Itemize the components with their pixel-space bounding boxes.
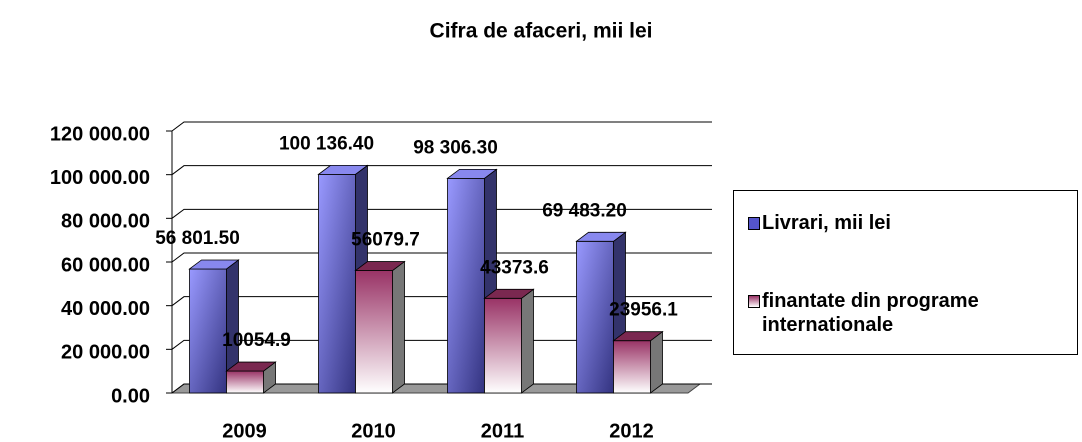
legend: Livrari, mii lei finantate din programe i… (733, 190, 1078, 355)
bar (354, 260, 406, 394)
bar-top (446, 168, 498, 179)
y-tick-label: 0.00 (111, 385, 150, 407)
x-tick-label: 2010 (351, 420, 396, 442)
bar (612, 330, 664, 394)
bar-top (354, 261, 406, 271)
y-tick-label: 20 000.00 (61, 342, 150, 364)
legend-label: finantate din programe internationale (762, 290, 979, 336)
bar (225, 361, 277, 394)
x-tick-label: 2012 (609, 420, 654, 442)
bar (188, 259, 240, 394)
grid-line (171, 165, 712, 176)
bar-top (612, 331, 664, 342)
legend-entry: Livrari, mii lei (748, 211, 1062, 235)
bar-front (613, 340, 651, 394)
bar-side (521, 288, 534, 394)
bar-front (576, 240, 614, 394)
bar-front (189, 268, 227, 394)
grid-line (171, 208, 712, 219)
data-label: 56 801.50 (155, 228, 240, 249)
bar-side (392, 260, 405, 394)
bar-top (575, 231, 627, 242)
legend-entry: finantate din programe internationale (748, 289, 1062, 337)
y-tick-label: 100 000.00 (50, 167, 150, 189)
data-label: 98 306.30 (413, 137, 498, 158)
grid-line (171, 121, 712, 132)
bar-side (650, 330, 663, 394)
y-tick-label: 80 000.00 (61, 211, 150, 233)
bar-front (318, 173, 356, 394)
chart-title: Cifra de afaceri, mii lei (430, 20, 653, 43)
bar-front (355, 270, 393, 394)
legend-label: Livrari, mii lei (762, 212, 891, 234)
data-label: 23956.1 (609, 300, 678, 321)
x-tick-label: 2011 (481, 420, 524, 442)
grid-line (171, 296, 712, 307)
y-tick-label: 120 000.00 (50, 123, 150, 145)
grid-line (171, 339, 712, 350)
data-label: 43373.6 (480, 257, 549, 278)
x-tick-label: 2009 (222, 420, 267, 442)
legend-swatch (748, 295, 760, 308)
grid-line (171, 252, 712, 263)
bar (483, 288, 535, 394)
bar-top (188, 259, 240, 270)
legend-swatch (748, 217, 760, 230)
grid-line (171, 383, 712, 394)
bar-front (226, 370, 264, 394)
bar-front (484, 297, 522, 394)
y-tick-label: 60 000.00 (61, 254, 150, 276)
data-label: 100 136.40 (279, 133, 374, 154)
bar-top (483, 288, 535, 299)
bar-top (317, 164, 369, 175)
bar-front (447, 177, 485, 394)
y-tick-label: 40 000.00 (61, 298, 150, 320)
data-label: 10054.9 (222, 330, 291, 351)
data-label: 69 483.20 (542, 200, 627, 221)
bar-top (225, 361, 277, 372)
bar (575, 231, 627, 394)
data-label: 56079.7 (351, 230, 420, 251)
